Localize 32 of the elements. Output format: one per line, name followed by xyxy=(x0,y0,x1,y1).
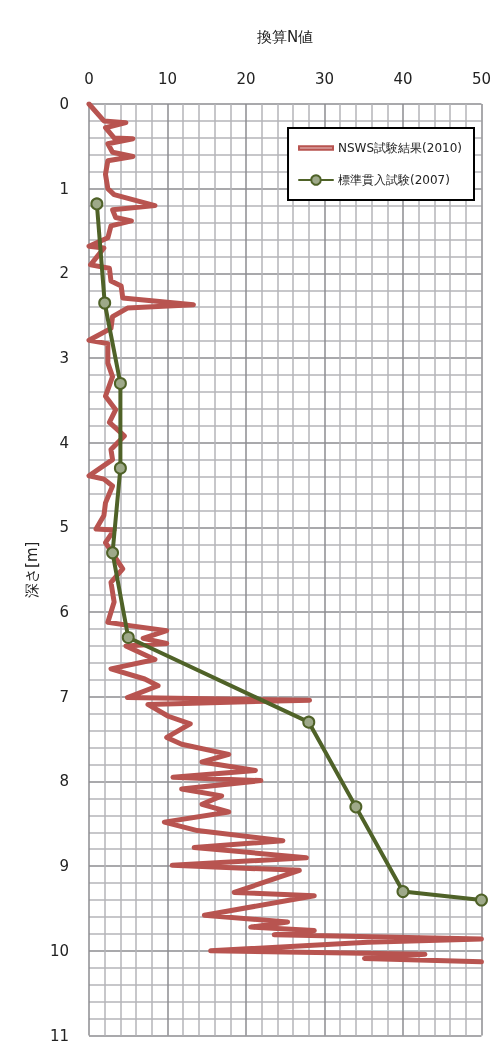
y-tick-label: 1 xyxy=(59,179,69,198)
point xyxy=(302,715,316,729)
point xyxy=(106,546,120,560)
y-tick-label: 0 xyxy=(59,95,69,113)
point xyxy=(349,800,363,814)
x-tick-label: 50 xyxy=(471,69,491,88)
legend-label: 標準貫入試験(2007) xyxy=(338,173,450,187)
y-tick-label: 10 xyxy=(49,941,69,960)
y-tick-label: 11 xyxy=(49,1026,69,1043)
point xyxy=(474,893,488,907)
y-tick-label: 2 xyxy=(59,264,69,283)
point xyxy=(90,197,104,211)
x-axis-title: 換算N値 xyxy=(257,27,314,46)
y-tick-label: 3 xyxy=(59,349,69,368)
y-axis-title: 深さ[m] xyxy=(22,541,41,598)
y-tick-label: 7 xyxy=(59,687,69,706)
y-tick-label: 9 xyxy=(59,857,69,876)
y-tick-label: 6 xyxy=(59,603,69,622)
x-tick-label: 30 xyxy=(314,69,335,88)
y-tick-label: 8 xyxy=(59,772,69,791)
point xyxy=(396,885,410,899)
point xyxy=(121,631,135,644)
point xyxy=(113,461,127,475)
y-tick-label: 4 xyxy=(59,433,69,452)
x-tick-label: 40 xyxy=(393,69,413,88)
y-tick-label: 5 xyxy=(59,518,69,537)
x-tick-label: 20 xyxy=(236,69,256,88)
x-tick-label: 0 xyxy=(84,69,94,88)
x-tick-label: 10 xyxy=(157,69,178,88)
point xyxy=(98,296,112,310)
point xyxy=(113,376,127,390)
legend-label: NSWS試験結果(2010) xyxy=(338,141,463,155)
